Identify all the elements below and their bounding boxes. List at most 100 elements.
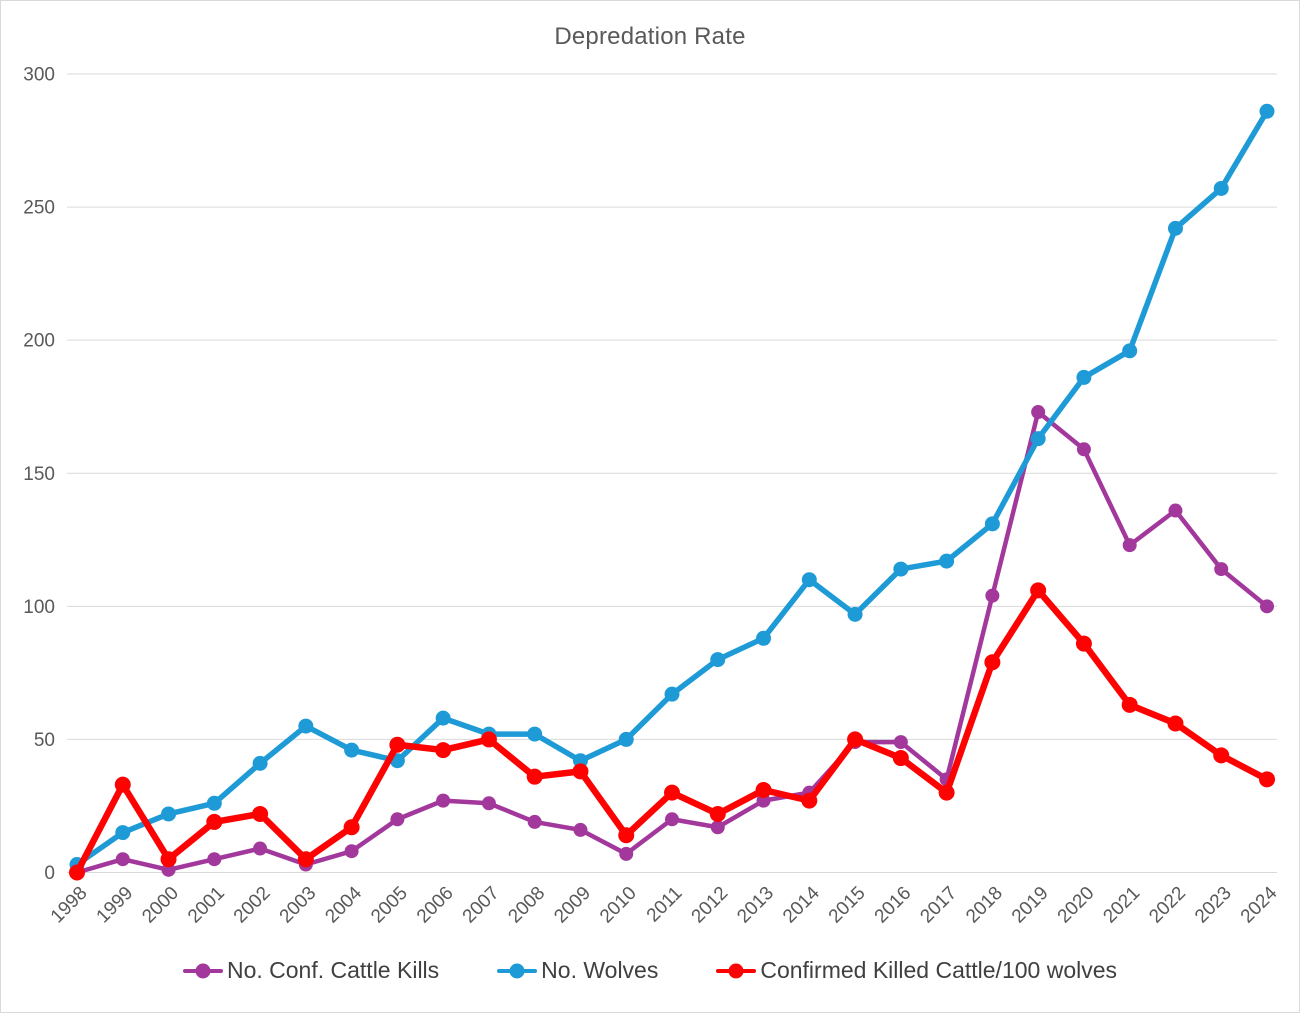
data-point [801, 572, 817, 588]
legend-marker-line [182, 963, 223, 978]
data-point [801, 792, 818, 809]
data-point [710, 820, 725, 835]
data-point [1167, 715, 1184, 732]
data-point [1122, 538, 1137, 553]
legend-label: No. Conf. Cattle Kills [226, 957, 440, 983]
data-point [984, 654, 1001, 671]
data-point [207, 852, 222, 867]
data-point [161, 806, 177, 822]
y-tick-label: 150 [23, 464, 55, 485]
legend-item-rate: Confirmed Killed Cattle/100 wolves [716, 957, 1117, 984]
data-point [1122, 343, 1138, 359]
y-tick-label: 300 [23, 65, 55, 86]
data-point [253, 841, 268, 856]
data-point [1030, 431, 1046, 447]
x-tick-label: 1998 [47, 883, 92, 928]
data-point [1031, 405, 1046, 420]
legend-marker-dot [195, 963, 211, 978]
x-tick-label: 2018 [962, 883, 1007, 928]
data-point [206, 813, 223, 830]
data-point [1168, 503, 1183, 518]
data-point [343, 819, 360, 836]
x-tick-label: 2013 [733, 883, 778, 928]
data-point [480, 731, 497, 748]
x-tick-label: 2022 [1145, 883, 1190, 928]
legend-marker-line [716, 963, 757, 978]
data-point [984, 516, 1000, 532]
data-point [709, 805, 726, 822]
x-tick-label: 2012 [688, 883, 733, 928]
data-point [573, 822, 588, 837]
legend: No. Conf. Cattle Kills No. Wolves Confir… [1, 957, 1299, 984]
x-tick-label: 2017 [916, 883, 961, 928]
x-tick-label: 2019 [1008, 883, 1053, 928]
data-point [1076, 369, 1092, 385]
x-tick-label: 2020 [1054, 883, 1099, 928]
data-point [619, 846, 634, 861]
data-point [1260, 599, 1274, 614]
y-tick-label: 0 [44, 863, 55, 884]
data-point [1214, 562, 1229, 577]
data-point [755, 781, 772, 798]
data-point [893, 561, 909, 577]
x-tick-label: 2011 [643, 883, 687, 927]
chart-title: Depredation Rate [554, 23, 746, 50]
data-point [710, 652, 726, 668]
data-point [847, 731, 864, 748]
x-tick-label: 2010 [596, 883, 641, 928]
data-point [115, 852, 130, 867]
data-point [572, 763, 589, 780]
data-point [527, 814, 542, 829]
data-point [893, 735, 908, 750]
x-tick-label: 2023 [1191, 883, 1236, 928]
data-point [160, 851, 177, 868]
legend-marker-line [497, 963, 538, 978]
legend-label: No. Wolves [541, 957, 659, 983]
y-tick-label: 100 [23, 597, 55, 618]
data-point [1075, 635, 1092, 652]
data-point [665, 812, 679, 827]
x-tick-label: 2003 [276, 883, 321, 928]
data-point [892, 750, 909, 767]
data-point [618, 731, 634, 747]
y-tick-label: 50 [34, 730, 55, 751]
data-point [847, 606, 863, 622]
data-point [1121, 696, 1138, 713]
data-point [435, 742, 452, 759]
x-tick-label: 2000 [138, 883, 183, 928]
legend-label: Confirmed Killed Cattle/100 wolves [760, 957, 1118, 983]
x-tick-label: 2009 [550, 883, 595, 928]
data-point [938, 784, 955, 801]
x-tick-label: 2014 [779, 882, 824, 927]
x-tick-label: 2002 [230, 883, 275, 928]
data-point [252, 755, 268, 771]
x-tick-label: 2006 [413, 883, 458, 928]
data-point [985, 588, 1000, 603]
data-point [297, 851, 314, 868]
x-tick-label: 2021 [1099, 883, 1144, 928]
data-point [1259, 103, 1275, 119]
data-point [1167, 220, 1183, 236]
legend-item-wolves: No. Wolves [497, 957, 658, 984]
data-point [939, 553, 955, 569]
data-point [618, 827, 635, 844]
data-point [1213, 747, 1230, 764]
data-point [527, 726, 543, 742]
data-point [481, 796, 496, 811]
data-point [526, 768, 543, 785]
data-point [206, 795, 222, 811]
data-point [1030, 582, 1047, 599]
x-tick-label: 2004 [321, 882, 366, 927]
x-tick-label: 2008 [504, 883, 549, 928]
legend-item-cattle-kills: No. Conf. Cattle Kills [182, 957, 440, 984]
y-tick-label: 200 [23, 331, 55, 352]
data-point [664, 784, 680, 801]
x-tick-label: 1999 [93, 883, 138, 928]
data-point [1259, 771, 1275, 788]
data-point [389, 736, 406, 753]
x-tick-label: 2015 [825, 883, 870, 928]
data-point [344, 844, 359, 859]
data-point [114, 776, 131, 793]
